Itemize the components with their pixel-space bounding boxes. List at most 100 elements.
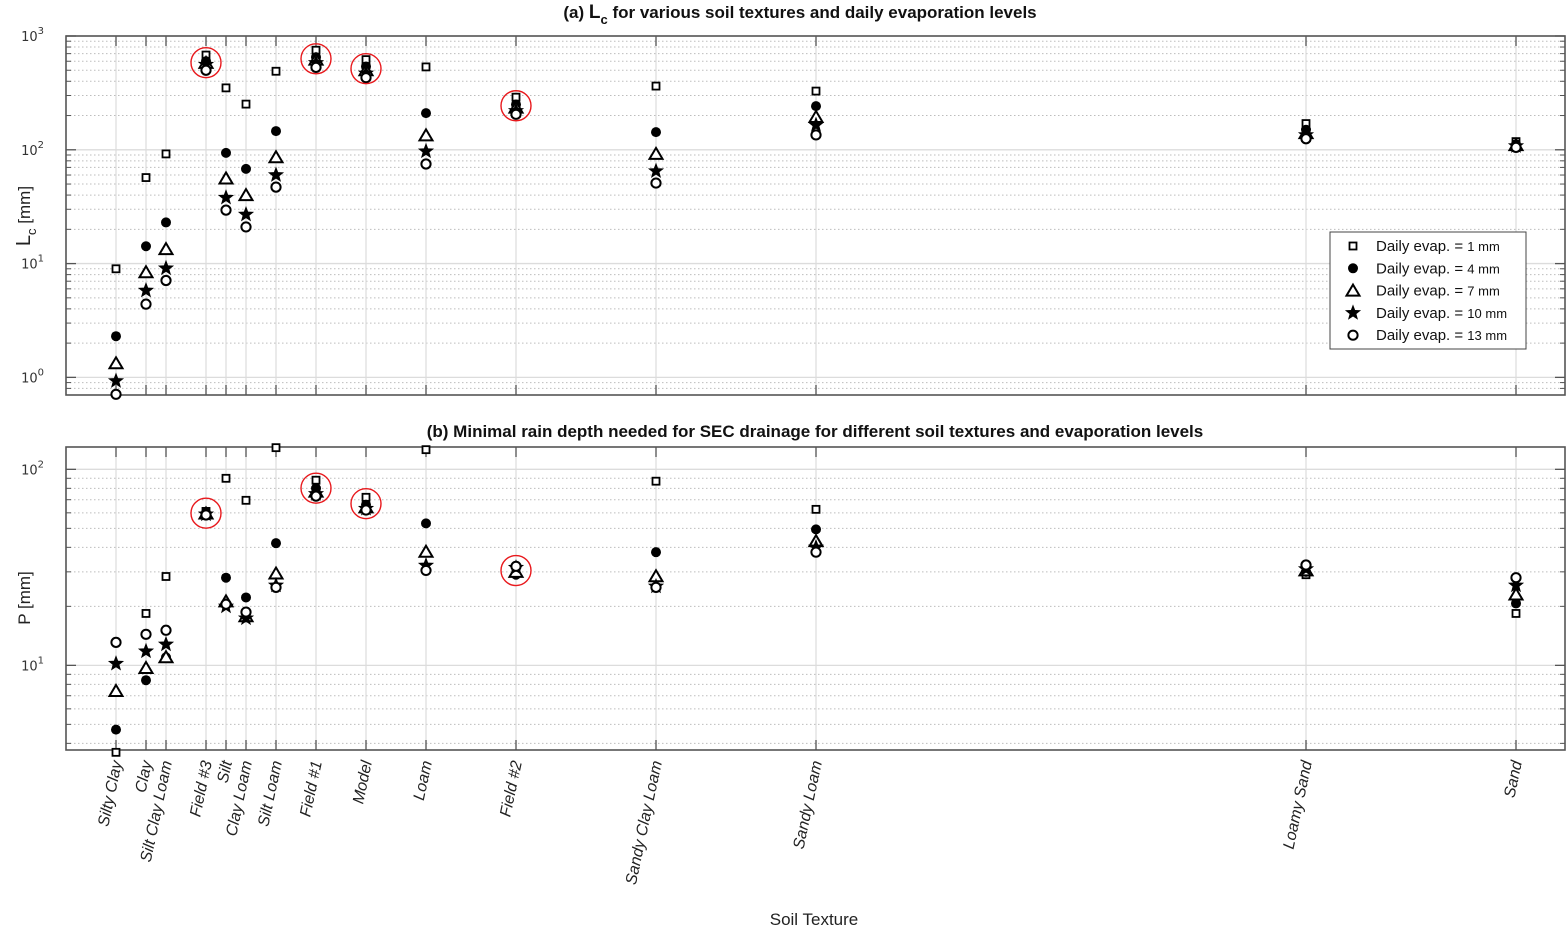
chart-a-highlight-circle [190, 46, 222, 79]
chart-a-point-circle-filled [421, 108, 431, 119]
chart-a-title-rest: for various soil textures and daily evap… [612, 3, 1036, 22]
chart-b-point-circle-open [270, 581, 282, 593]
chart-b-point-circle-filled [1511, 598, 1521, 609]
chart-a-point-star-filled [647, 162, 665, 178]
chart-b-highlight-circle [350, 487, 382, 520]
chart-a-point-triangle-open [137, 264, 155, 279]
chart-a-y-tick-exponent: 1 [38, 254, 44, 265]
chart-a-highlight-circle [350, 52, 382, 85]
chart-a-point-star-filled [157, 259, 175, 276]
chart-a-y-tick-exponent: 2 [38, 140, 44, 151]
chart-a-point-circle-open [200, 64, 212, 76]
chart-a-point-square-open [241, 99, 251, 109]
chart-b-highlight-circle [300, 472, 332, 504]
chart-a-point-circle-open [270, 181, 282, 193]
chart-b-point-triangle-open [417, 543, 435, 558]
x-category-label: Silty Clay [95, 758, 126, 828]
chart-b-point-star-filled [107, 655, 125, 671]
chart-a-point-circle-open [360, 72, 372, 84]
chart-b-point-circle-open [810, 546, 822, 558]
legend-marker-circle-filled [1348, 263, 1358, 274]
chart-b-point-star-filled [157, 635, 175, 652]
chart-b-point-circle-filled [241, 592, 251, 603]
x-category-label: Silt Loam [255, 759, 285, 828]
chart-b-series-5 [110, 490, 1522, 648]
x-category-label: Sand [1502, 758, 1527, 799]
chart-a-ylabel-symbol: L [13, 235, 35, 246]
chart-a-point-triangle-open [417, 127, 435, 142]
chart-a-point-square-open [141, 173, 151, 182]
legend-marker-circle-open [1347, 329, 1359, 341]
legend-entry-value: 13 mm [1467, 328, 1507, 343]
chart-b-point-square-open [421, 445, 431, 455]
chart-b-y-tick-base: 10 [21, 463, 38, 478]
chart-b-point-square-open [311, 475, 321, 485]
chart-a-point-circle-open [510, 108, 522, 120]
chart-b-point-circle-open [160, 624, 172, 636]
chart-a-ylabel-subscript: c [24, 228, 39, 235]
x-axis-label: Soil Texture [770, 910, 859, 929]
chart-a-point-triangle-open [267, 149, 285, 164]
chart-a-point-square-open [651, 81, 661, 91]
legend-entry-value: 7 mm [1467, 284, 1500, 299]
chart-a-point-triangle-open [157, 241, 175, 256]
chart-a-point-star-filled [217, 189, 235, 205]
chart-a-point-circle-filled [271, 126, 281, 137]
chart-a-point-circle-open [1300, 133, 1312, 145]
chart-b-point-triangle-open [137, 659, 155, 674]
x-category-label: Clay [133, 758, 156, 794]
chart-a-y-tick-exponent: 3 [38, 26, 44, 37]
chart-a-point-circle-open [310, 61, 322, 73]
chart-b-highlight-circle [500, 554, 532, 587]
chart-a-point-square-open [811, 86, 821, 96]
x-category-label: Model [350, 759, 376, 806]
chart-b-point-circle-open [1300, 559, 1312, 571]
chart-b-point-square-open [161, 572, 171, 581]
x-category-label: Silt [215, 759, 236, 785]
chart-b-y-tick-label: 101 [21, 655, 44, 674]
legend-entry-text: Daily evap. = [1376, 283, 1467, 300]
x-category-label: Loam [411, 759, 436, 802]
legend-marker-triangle-open [1344, 282, 1362, 297]
chart-b-point-square-open [271, 443, 281, 453]
chart-b-point-circle-filled [111, 724, 121, 735]
chart-a-ylabel: Lc [mm] [13, 186, 40, 246]
chart-b-point-square-open [141, 609, 151, 618]
chart-a-point-circle-filled [811, 101, 821, 112]
legend-entry-label: Daily evap. = 4 mm [1376, 260, 1500, 277]
chart-a-point-square-open [161, 149, 171, 159]
chart-b-point-circle-open [220, 598, 232, 610]
chart-b-point-circle-open [650, 581, 662, 593]
legend-entry-text: Daily evap. = [1376, 305, 1467, 322]
chart-b-point-circle-open [110, 636, 122, 648]
legend-entry-label: Daily evap. = 1 mm [1376, 238, 1500, 255]
chart-b-point-star-filled [1507, 576, 1525, 593]
chart-b-highlight-circle [190, 497, 222, 529]
chart-b-y-tick-exponent: 2 [38, 459, 44, 470]
chart-b-point-circle-filled [421, 518, 431, 529]
chart-a-point-star-filled [417, 142, 435, 159]
chart-a-y-tick-label: 100 [21, 367, 44, 386]
chart-a-series-5 [110, 61, 1522, 400]
legend-marker-star-filled [1344, 304, 1362, 320]
x-category-label: Field #3 [187, 759, 215, 818]
legend-entry-value: 4 mm [1467, 261, 1500, 276]
chart-a-point-circle-open [1510, 141, 1522, 153]
chart-a-point-triangle-open [647, 145, 665, 160]
chart-a-highlight-circle [500, 90, 532, 122]
chart-a-point-square-open [271, 66, 281, 76]
chart-b-point-square-open [811, 504, 821, 514]
chart-a-point-circle-open [240, 221, 252, 233]
chart-a-point-circle-filled [241, 163, 251, 174]
chart-b-point-circle-filled [221, 572, 231, 583]
chart-b-point-star-filled [137, 642, 155, 659]
chart-b-point-triangle-open [157, 649, 175, 664]
chart-b-point-circle-filled [651, 547, 661, 558]
chart-a-point-star-filled [237, 206, 255, 222]
chart-a-y-tick-base: 10 [21, 30, 38, 45]
chart-b-point-square-open [1511, 609, 1521, 618]
legend-entry-label: Daily evap. = 7 mm [1376, 283, 1500, 300]
chart-b-y-tick-base: 10 [21, 659, 38, 674]
chart-a-point-circle-open [420, 158, 432, 170]
